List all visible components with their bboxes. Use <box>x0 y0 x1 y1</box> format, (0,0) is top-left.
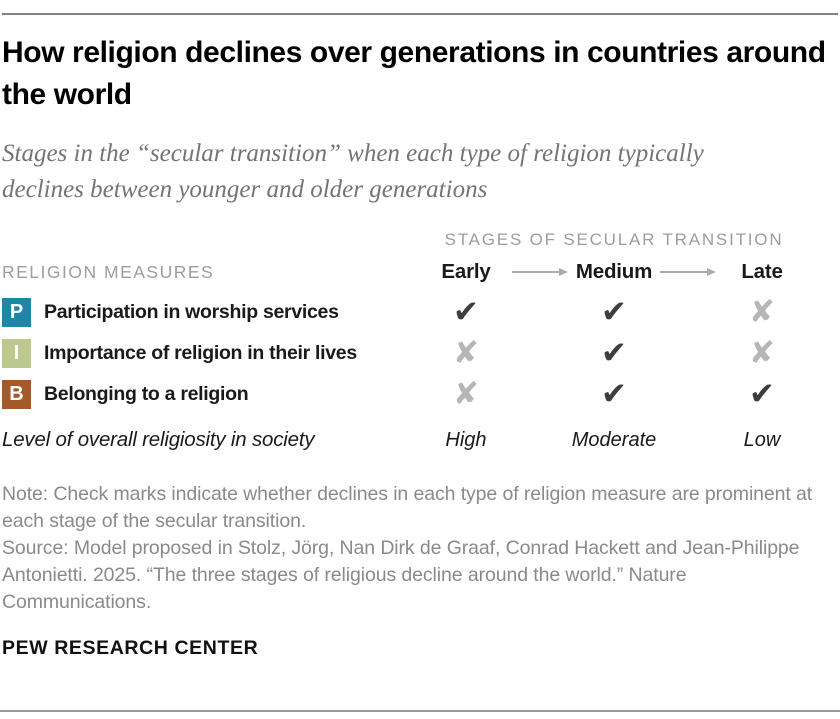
measures-header: RELIGION MEASURES <box>2 261 215 282</box>
arrow-right-icon <box>660 267 716 277</box>
mark-cell: ✘ <box>718 297 806 328</box>
stages-table: STAGES OF SECULAR TRANSITION RELIGION ME… <box>2 230 838 452</box>
x-icon: ✘ <box>749 335 775 371</box>
stage-name-late: Late <box>741 260 783 283</box>
source-text: Source: Model proposed in Stolz, Jörg, N… <box>2 537 800 613</box>
mark-cell: ✘ <box>422 379 510 410</box>
summary-label: Level of overall religiosity in society <box>2 428 315 451</box>
measure-label: Importance of religion in their lives <box>44 342 357 364</box>
mark-cell: ✔ <box>422 297 510 328</box>
measure-row: P Participation in worship services ✔ ✔ ✘ <box>2 292 838 333</box>
note-text: Note: Check marks indicate whether decli… <box>2 483 813 532</box>
arrow-right-icon <box>512 267 568 277</box>
mark-cell: ✘ <box>718 338 806 369</box>
stage-arrow-gap <box>510 267 570 277</box>
measure-badge-b: B <box>2 380 31 409</box>
measure-label: Belonging to a religion <box>44 383 249 405</box>
subtitle: Stages in the “secular transition” when … <box>2 140 704 203</box>
stage-arrow-gap <box>658 267 718 277</box>
mark-cell: ✘ <box>422 338 510 369</box>
x-icon: ✘ <box>749 294 775 330</box>
check-icon: ✔ <box>601 294 627 330</box>
measure-badge-i: I <box>2 339 31 368</box>
measure-row: I Importance of religion in their lives ✘ ✔… <box>2 333 838 374</box>
measure-label-cell: P Participation in worship services <box>2 298 422 327</box>
stage-name-medium: Medium <box>575 260 653 283</box>
mark-cell: ✔ <box>570 379 658 410</box>
infographic-page: How religion declines over generations i… <box>0 13 840 719</box>
check-icon: ✔ <box>601 376 627 412</box>
measure-label-cell: I Importance of religion in their lives <box>2 339 422 368</box>
summary-row: Level of overall religiosity in society … <box>2 428 838 452</box>
x-icon: ✘ <box>453 376 479 412</box>
bottom-rule <box>0 710 840 712</box>
check-icon: ✔ <box>601 335 627 371</box>
brand-wordmark: PEW RESEARCH CENTER <box>2 637 259 659</box>
measure-row: B Belonging to a religion ✘ ✔ ✔ <box>2 374 838 415</box>
measure-label: Participation in worship services <box>44 301 339 323</box>
measure-label-cell: B Belonging to a religion <box>2 380 422 409</box>
summary-value-high: High <box>445 428 487 451</box>
mark-cell: ✔ <box>718 379 806 410</box>
mark-cell: ✔ <box>570 338 658 369</box>
measure-badge-p: P <box>2 298 31 327</box>
stage-names-row: RELIGION MEASURES Early Medium Late <box>2 260 838 292</box>
summary-value-low: Low <box>743 428 781 451</box>
top-rule <box>2 13 838 15</box>
check-icon: ✔ <box>453 294 479 330</box>
page-title: How religion declines over generations i… <box>2 36 826 111</box>
stages-group-header-row: STAGES OF SECULAR TRANSITION <box>2 230 838 260</box>
stage-name-early: Early <box>441 260 491 283</box>
check-icon: ✔ <box>749 376 775 412</box>
summary-value-moderate: Moderate <box>571 428 657 451</box>
stages-group-header: STAGES OF SECULAR TRANSITION <box>444 230 784 249</box>
x-icon: ✘ <box>453 335 479 371</box>
mark-cell: ✔ <box>570 297 658 328</box>
measure-rows: P Participation in worship services ✔ ✔ ✘ I Im… <box>2 292 838 415</box>
